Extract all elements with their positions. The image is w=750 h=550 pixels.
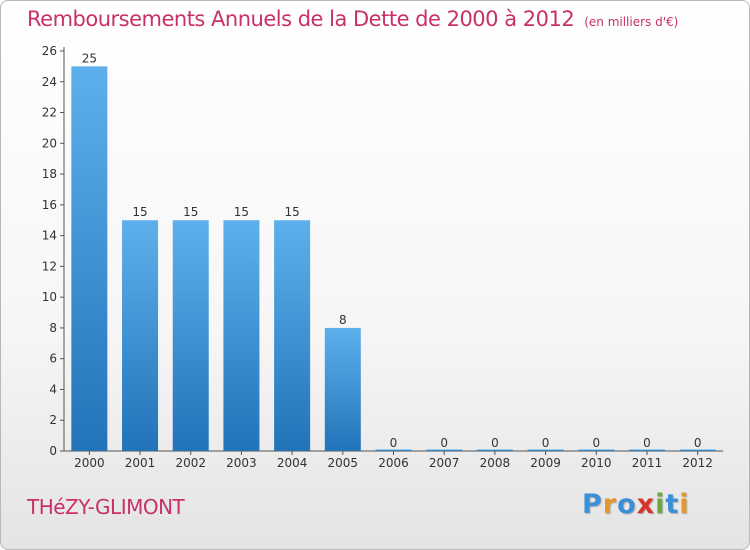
bar xyxy=(274,220,311,451)
x-tick-label: 2006 xyxy=(378,456,409,470)
logo-letter: r xyxy=(602,489,618,520)
x-tick-label: 2001 xyxy=(125,456,156,470)
x-tick-label: 2007 xyxy=(429,456,460,470)
y-tick-label: 8 xyxy=(49,321,57,335)
y-tick-label: 16 xyxy=(42,198,57,212)
x-tick-label: 2003 xyxy=(226,456,257,470)
x-tick-label: 2005 xyxy=(328,456,359,470)
bars xyxy=(71,66,716,451)
logo-letter: x xyxy=(636,489,656,520)
bar xyxy=(628,449,665,451)
data-label: 8 xyxy=(339,313,347,327)
data-label: 0 xyxy=(491,436,499,450)
chart-subtitle: (en milliers d'€) xyxy=(584,15,679,29)
bar xyxy=(122,220,159,451)
x-tick-label: 2011 xyxy=(632,456,663,470)
bar xyxy=(172,220,209,451)
chart-title-text: Remboursements Annuels de la Dette de 20… xyxy=(27,7,575,31)
data-label: 0 xyxy=(592,436,600,450)
data-label: 0 xyxy=(390,436,398,450)
bar xyxy=(223,220,260,451)
data-label: 15 xyxy=(284,205,299,219)
y-tick-label: 18 xyxy=(42,167,57,181)
data-label: 15 xyxy=(132,205,147,219)
logo-letter: i xyxy=(679,489,690,520)
bar xyxy=(679,449,716,451)
data-label: 25 xyxy=(82,51,97,65)
logo-letter: P xyxy=(582,489,603,520)
x-tick-label: 2008 xyxy=(480,456,511,470)
y-tick-label: 14 xyxy=(42,229,57,243)
bar xyxy=(426,449,463,451)
y-tick-label: 22 xyxy=(42,106,57,120)
bar xyxy=(71,66,108,451)
y-tick-label: 4 xyxy=(49,382,57,396)
city-name: THéZY-GLIMONT xyxy=(27,495,185,519)
x-tick-label: 2000 xyxy=(74,456,105,470)
y-tick-label: 26 xyxy=(42,44,57,58)
data-label: 0 xyxy=(643,436,651,450)
bar xyxy=(375,449,412,451)
y-tick-label: 24 xyxy=(42,75,57,89)
data-labels: 25 15 15 15 15 8 0 0 0 0 0 0 0 xyxy=(82,51,702,450)
y-tick-label: 12 xyxy=(42,259,57,273)
data-label: 0 xyxy=(694,436,702,450)
y-tick-label: 0 xyxy=(49,444,57,458)
bar xyxy=(476,449,513,451)
y-tick-label: 10 xyxy=(42,290,57,304)
logo-letter: o xyxy=(617,489,637,520)
x-tick-label: 2012 xyxy=(682,456,713,470)
y-tick-label: 6 xyxy=(49,352,57,366)
chart-title: Remboursements Annuels de la Dette de 20… xyxy=(27,7,678,31)
data-label: 15 xyxy=(183,205,198,219)
y-tick-label: 2 xyxy=(49,413,57,427)
bar xyxy=(324,327,361,451)
x-tick-label: 2009 xyxy=(530,456,561,470)
proxiti-logo: Proxiti xyxy=(582,489,690,520)
bar xyxy=(527,449,564,451)
x-tick-label: 2010 xyxy=(581,456,612,470)
data-label: 0 xyxy=(542,436,550,450)
data-label: 15 xyxy=(234,205,249,219)
x-tick-label: 2002 xyxy=(175,456,206,470)
x-tick-label: 2004 xyxy=(277,456,308,470)
y-tick-label: 20 xyxy=(42,136,57,150)
data-label: 0 xyxy=(440,436,448,450)
bar xyxy=(578,449,615,451)
logo-letter: i xyxy=(655,489,666,520)
logo-letter: t xyxy=(665,489,680,520)
x-axis: 2000 2001 2002 2003 2004 2005 2006 2007 2008 2009… xyxy=(64,450,723,470)
